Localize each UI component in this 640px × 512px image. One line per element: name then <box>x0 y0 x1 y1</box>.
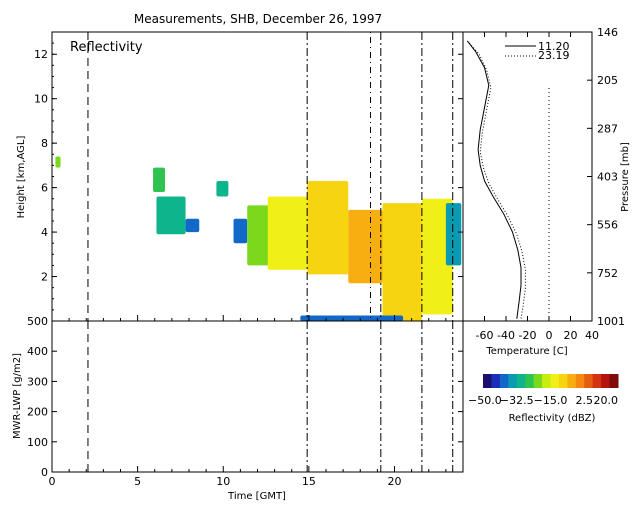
echo-region <box>185 218 200 233</box>
colorbar-tick-label: 2.5 <box>576 394 594 407</box>
lwp-sounding-time-lines <box>87 321 454 472</box>
colorbar-cell <box>584 374 594 388</box>
lwp-plot-frame <box>51 320 464 473</box>
colorbar-cell <box>516 374 526 388</box>
pressure-tick-label: 752 <box>597 267 618 280</box>
time-axis: 0 5 10 15 20 <box>49 315 464 488</box>
echo-region <box>348 209 383 284</box>
temperature-axis-label: Temperature [C] <box>485 346 567 357</box>
echo-region <box>307 180 349 275</box>
height-axis-label: Height [km,AGL] <box>16 136 27 219</box>
colorbar-cell <box>533 374 543 388</box>
colorbar-cell <box>483 374 492 388</box>
pressure-axis-label: Pressure [mb] <box>620 142 631 212</box>
lwp-tick-label: 200 <box>27 406 48 419</box>
colorbar-cell <box>567 374 577 388</box>
time-tick-label: 10 <box>216 475 230 488</box>
lwp-panel: 0 100 200 300 400 500 0 5 10 15 20 MWR-LWP [g/m2]… <box>12 315 464 502</box>
colorbar-cell <box>550 374 560 388</box>
legend-label-1120: 11.20 <box>538 40 570 53</box>
temperature-tick-label: 0 <box>546 329 553 342</box>
pressure-tick-label: 556 <box>597 219 618 232</box>
colorbar-tick-label: −32.5 <box>500 394 534 407</box>
colorbar-cell <box>499 374 509 388</box>
pressure-tick-label: 1001 <box>597 315 625 328</box>
reflectivity-echoes <box>55 156 462 321</box>
temperature-tick-label: 20 <box>564 329 578 342</box>
temperature-profile-line <box>466 40 522 319</box>
colorbar-cell <box>609 374 619 388</box>
lwp-tick-label: 300 <box>27 375 48 388</box>
colorbar-cell <box>491 374 501 388</box>
temperature-profile-line <box>469 42 526 319</box>
pressure-tick-label: 403 <box>597 171 618 184</box>
echo-region <box>216 180 229 197</box>
temperature-axis: -60 -40 -20 0 20 40 <box>476 32 599 342</box>
temperature-tick-label: 40 <box>585 329 599 342</box>
temperature-tick-label: -40 <box>497 329 515 342</box>
time-axis-label: Time [GMT] <box>227 491 286 502</box>
height-axis: 2 4 6 8 10 12 <box>34 31 463 322</box>
height-tick-label: 12 <box>34 48 48 61</box>
height-tick-label: 2 <box>41 271 48 284</box>
pressure-tick-label: 146 <box>597 26 618 39</box>
colorbar-cell <box>525 374 535 388</box>
echo-region <box>382 203 422 321</box>
time-tick-label: 0 <box>49 475 56 488</box>
colorbar-cell <box>592 374 602 388</box>
lwp-tick-label: 100 <box>27 436 48 449</box>
lwp-axis: 0 100 200 300 400 500 <box>27 315 463 479</box>
colorbar-cell <box>542 374 551 388</box>
colorbar-cell <box>575 374 585 388</box>
time-tick-label: 5 <box>134 475 141 488</box>
pressure-tick-label: 287 <box>597 122 618 135</box>
echo-region <box>156 196 186 235</box>
temperature-tick-label: -20 <box>519 329 537 342</box>
echo-region <box>445 203 462 266</box>
echo-region <box>421 198 453 315</box>
echo-region <box>233 218 248 244</box>
pressure-tick-label: 205 <box>597 74 618 87</box>
colorbar-tick-label: −50.0 <box>468 394 502 407</box>
lwp-tick-label: 0 <box>41 466 48 479</box>
echo-region <box>55 156 61 168</box>
colorbar-tick-label: 20.0 <box>594 394 619 407</box>
legend-label-2319: 23.19 <box>538 49 570 62</box>
temperature-panel: -60 -40 -20 0 20 40 146 205 287 403 556 752 1001 11… <box>462 26 631 357</box>
colorbar-cell <box>558 374 568 388</box>
time-tick-label: 20 <box>388 475 402 488</box>
temperature-tick-label: -60 <box>476 329 494 342</box>
colorbar-cells <box>483 374 619 388</box>
chart-title: Measurements, SHB, December 26, 1997 <box>134 12 382 26</box>
temperature-profiles <box>466 40 550 321</box>
pressure-axis: 146 205 287 403 556 752 1001 <box>587 26 625 328</box>
echo-region <box>300 315 404 321</box>
colorbar-tick-label: −15.0 <box>534 394 568 407</box>
colorbar-label: Reflectivity (dBZ) <box>509 413 596 424</box>
temperature-plot-frame <box>462 31 593 322</box>
colorbar-cell <box>508 374 518 388</box>
reflectivity-panel: 2 4 6 8 10 12 Reflectivity Height [km,AGL] <box>16 31 464 322</box>
lwp-tick-label: 400 <box>27 345 48 358</box>
lwp-axis-label: MWR-LWP [g/m2] <box>12 353 23 439</box>
lwp-tick-label: 500 <box>27 315 48 328</box>
sounding-time-lines <box>87 32 454 321</box>
colorbar-cell <box>601 374 611 388</box>
height-tick-label: 8 <box>41 137 48 150</box>
echo-region <box>267 196 308 270</box>
reflectivity-colorbar: −50.0−32.5 −15.0 2.5 20.0 Reflectivity (dBZ… <box>468 374 619 424</box>
colorbar-tick-labels: −50.0−32.5 −15.0 2.5 20.0 <box>468 394 618 407</box>
height-tick-label: 10 <box>34 93 48 106</box>
panel-label: Reflectivity <box>70 40 143 55</box>
time-tick-label: 15 <box>302 475 316 488</box>
height-tick-label: 4 <box>41 226 48 239</box>
height-tick-label: 6 <box>41 182 48 195</box>
echo-region <box>153 167 166 193</box>
